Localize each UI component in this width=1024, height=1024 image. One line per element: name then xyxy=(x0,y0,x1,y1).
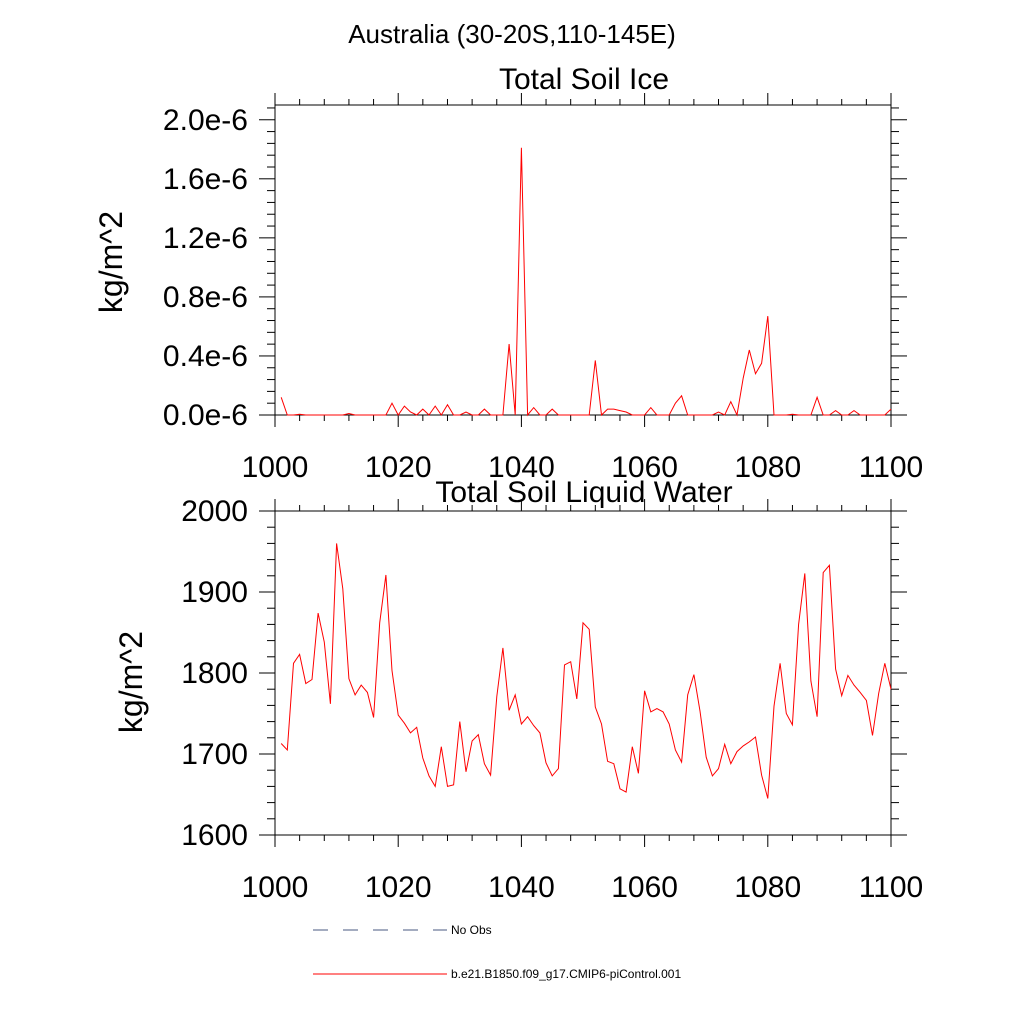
y-axis-label: kg/m^2 xyxy=(113,631,149,733)
y-tick-label: 1900 xyxy=(181,576,248,609)
chart-panel-soil-ice: Total Soil Ice 0.0e-6 0.4e-6 0.8e-6 1.2e-6 1… xyxy=(93,63,923,484)
y-tick-label: 0.8e-6 xyxy=(163,281,248,314)
y-tick-label: 0.0e-6 xyxy=(163,399,248,432)
legend-label: No Obs xyxy=(451,923,492,937)
figure-title: Australia (30-20S,110-145E) xyxy=(348,19,676,49)
y-tick-label: 2000 xyxy=(181,495,248,528)
x-tick-label: 1060 xyxy=(611,871,678,904)
x-tick-label: 1000 xyxy=(242,871,309,904)
series-line xyxy=(280,147,892,417)
series-group xyxy=(280,147,892,417)
plot-frame xyxy=(274,104,892,416)
x-tick-label: 1040 xyxy=(488,871,555,904)
series-line xyxy=(280,543,892,799)
x-tick-label: 1100 xyxy=(859,451,924,484)
x-tick-label: 1040 xyxy=(488,451,555,484)
x-tick-label: 1080 xyxy=(734,871,801,904)
legend: No Obs b.e21.B1850.f09_g17.CMIP6-piContr… xyxy=(313,923,681,981)
series-group xyxy=(280,543,892,799)
x-tick-label: 1100 xyxy=(859,871,924,904)
x-tick-labels: 1000 1020 1040 1060 1080 1100 xyxy=(242,451,924,484)
y-tick-label: 1800 xyxy=(181,657,248,690)
x-tick-label: 1000 xyxy=(242,451,309,484)
chart-title: Total Soil Ice xyxy=(499,63,669,96)
tick-marks xyxy=(259,93,907,427)
x-tick-label: 1080 xyxy=(734,451,801,484)
y-tick-label: 2.0e-6 xyxy=(163,104,248,137)
chart-title: Total Soil Liquid Water xyxy=(435,476,732,509)
y-tick-label: 1700 xyxy=(181,738,248,771)
legend-item-model-run: b.e21.B1850.f09_g17.CMIP6-piControl.001 xyxy=(313,967,681,981)
y-tick-label: 1600 xyxy=(181,819,248,852)
x-tick-label: 1060 xyxy=(611,451,678,484)
y-tick-labels: 0.0e-6 0.4e-6 0.8e-6 1.2e-6 1.6e-6 2.0e-6 xyxy=(163,104,248,432)
x-tick-label: 1020 xyxy=(365,871,432,904)
y-tick-label: 1.2e-6 xyxy=(163,222,248,255)
y-axis-label: kg/m^2 xyxy=(93,211,129,313)
legend-item-no-obs: No Obs xyxy=(313,923,492,937)
y-tick-label: 0.4e-6 xyxy=(163,340,248,373)
y-tick-labels: 1600 1700 1800 1900 2000 xyxy=(181,495,248,852)
x-tick-labels: 1000 1020 1040 1060 1080 1100 xyxy=(242,871,924,904)
plot-frame xyxy=(274,510,892,836)
chart-panel-soil-liquid-water: Total Soil Liquid Water 1600 1700 1800 1900… xyxy=(113,476,923,904)
y-tick-label: 1.6e-6 xyxy=(163,163,248,196)
x-tick-label: 1020 xyxy=(365,451,432,484)
legend-label: b.e21.B1850.f09_g17.CMIP6-piControl.001 xyxy=(451,967,681,981)
tick-marks xyxy=(259,499,907,847)
